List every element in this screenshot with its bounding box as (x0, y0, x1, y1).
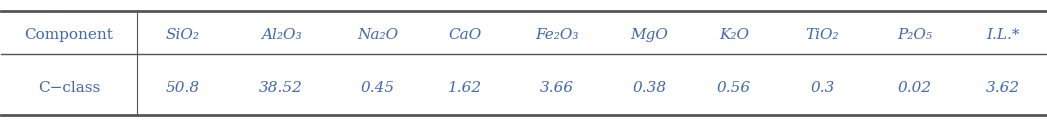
Text: SiO₂: SiO₂ (165, 28, 200, 42)
Text: I.L.*: I.L.* (986, 28, 1020, 42)
Text: Component: Component (25, 28, 113, 42)
Text: K₂O: K₂O (719, 28, 749, 42)
Text: 0.56: 0.56 (717, 81, 751, 95)
Text: 3.66: 3.66 (540, 81, 575, 95)
Text: 0.45: 0.45 (361, 81, 395, 95)
Text: Fe₂O₃: Fe₂O₃ (536, 28, 579, 42)
Text: 0.3: 0.3 (810, 81, 834, 95)
Text: P₂O₅: P₂O₅ (897, 28, 932, 42)
Text: MgO: MgO (630, 28, 668, 42)
Text: 38.52: 38.52 (259, 81, 303, 95)
Text: 0.02: 0.02 (897, 81, 932, 95)
Text: CaO: CaO (449, 28, 482, 42)
Text: TiO₂: TiO₂ (805, 28, 839, 42)
Text: Na₂O: Na₂O (357, 28, 399, 42)
Text: C−class: C−class (38, 81, 101, 95)
Text: 50.8: 50.8 (165, 81, 200, 95)
Text: 1.62: 1.62 (448, 81, 483, 95)
Text: 3.62: 3.62 (986, 81, 1021, 95)
Text: Al₂O₃: Al₂O₃ (261, 28, 302, 42)
Text: 0.38: 0.38 (632, 81, 666, 95)
